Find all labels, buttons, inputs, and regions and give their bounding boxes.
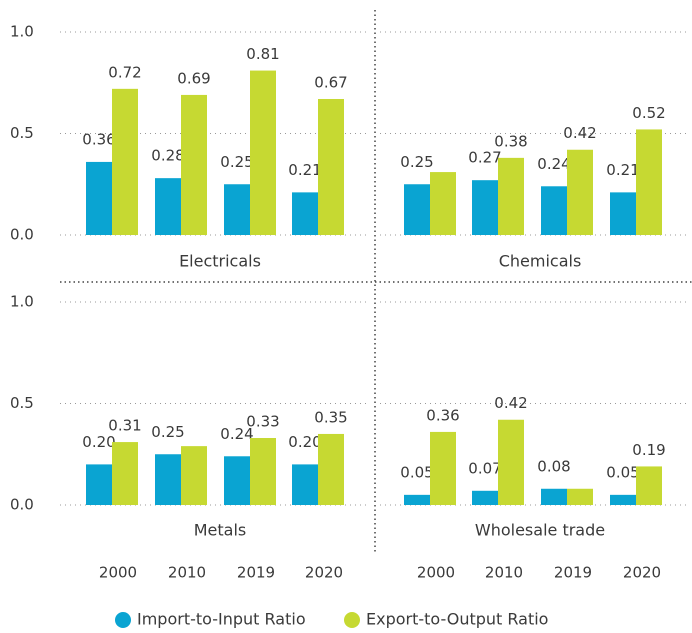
bar <box>610 192 636 235</box>
x-tick-label: 2010 <box>168 564 206 582</box>
legend-label: Export-to-Output Ratio <box>366 610 548 629</box>
bar <box>86 161 112 235</box>
data-label: 0.07 <box>468 459 501 477</box>
y-tick-label: 0.5 <box>10 124 34 142</box>
data-label: 0.69 <box>177 69 210 87</box>
data-label: 0.20 <box>288 433 321 451</box>
bar <box>498 419 524 505</box>
bar <box>250 70 276 235</box>
panel-title: Electricals <box>179 252 261 271</box>
legend-marker <box>115 612 131 628</box>
legend-label: Import-to-Input Ratio <box>137 610 306 629</box>
x-tick-label: 2020 <box>623 564 661 582</box>
x-tick-label: 2000 <box>417 564 455 582</box>
data-label: 0.42 <box>494 394 527 412</box>
panel-title: Metals <box>194 521 247 540</box>
data-label: 0.21 <box>288 161 321 179</box>
bar <box>404 184 430 235</box>
bar <box>567 149 593 235</box>
bar <box>224 184 250 235</box>
data-label: 0.20 <box>82 433 115 451</box>
bar <box>155 178 181 235</box>
panel-title: Chemicals <box>499 252 582 271</box>
bar <box>472 180 498 235</box>
bar <box>250 438 276 505</box>
data-label: 0.52 <box>632 104 665 122</box>
x-tick-label: 2000 <box>99 564 137 582</box>
bar <box>541 186 567 235</box>
y-tick-label: 0.0 <box>10 226 34 244</box>
bar <box>541 488 567 505</box>
bar <box>292 192 318 235</box>
x-tick-label: 2019 <box>237 564 275 582</box>
bar <box>292 464 318 505</box>
bar <box>498 157 524 235</box>
y-tick-label: 0.5 <box>10 394 34 412</box>
bar <box>404 494 430 505</box>
data-label: 0.36 <box>82 130 115 148</box>
data-label: 0.27 <box>468 149 501 167</box>
data-label: 0.28 <box>151 147 184 165</box>
data-label: 0.33 <box>246 413 279 431</box>
data-label: 0.25 <box>400 153 433 171</box>
x-tick-label: 2019 <box>554 564 592 582</box>
bar <box>472 490 498 505</box>
data-label: 0.19 <box>632 441 665 459</box>
data-label: 0.42 <box>563 124 596 142</box>
bar <box>430 431 456 505</box>
data-label: 0.72 <box>108 63 141 81</box>
data-label: 0.67 <box>314 73 347 91</box>
bar <box>636 466 662 505</box>
data-label: 0.25 <box>151 423 184 441</box>
x-tick-label: 2010 <box>485 564 523 582</box>
bar <box>112 88 138 235</box>
bar <box>181 446 207 505</box>
y-tick-label: 0.0 <box>10 496 34 514</box>
data-label: 0.31 <box>108 417 141 435</box>
data-label: 0.05 <box>400 463 433 481</box>
bar <box>318 98 344 236</box>
bar <box>430 172 456 235</box>
bar <box>567 488 593 505</box>
data-label: 0.21 <box>606 161 639 179</box>
data-label: 0.08 <box>537 457 570 475</box>
bar <box>112 442 138 505</box>
data-label: 0.25 <box>220 153 253 171</box>
data-label: 0.24 <box>537 155 570 173</box>
legend-marker <box>344 612 360 628</box>
data-label: 0.36 <box>426 406 459 424</box>
bar <box>318 433 344 505</box>
data-label: 0.38 <box>494 132 527 150</box>
data-label: 0.05 <box>606 463 639 481</box>
bar <box>610 494 636 505</box>
y-tick-label: 1.0 <box>10 293 34 311</box>
bar <box>155 454 181 505</box>
panel-title: Wholesale trade <box>475 521 605 540</box>
y-tick-label: 1.0 <box>10 23 34 41</box>
data-label: 0.81 <box>246 45 279 63</box>
bar <box>224 456 250 505</box>
x-tick-label: 2020 <box>305 564 343 582</box>
bar <box>86 464 112 505</box>
data-label: 0.35 <box>314 408 347 426</box>
data-label: 0.24 <box>220 425 253 443</box>
bar <box>636 129 662 235</box>
bar <box>181 94 207 236</box>
